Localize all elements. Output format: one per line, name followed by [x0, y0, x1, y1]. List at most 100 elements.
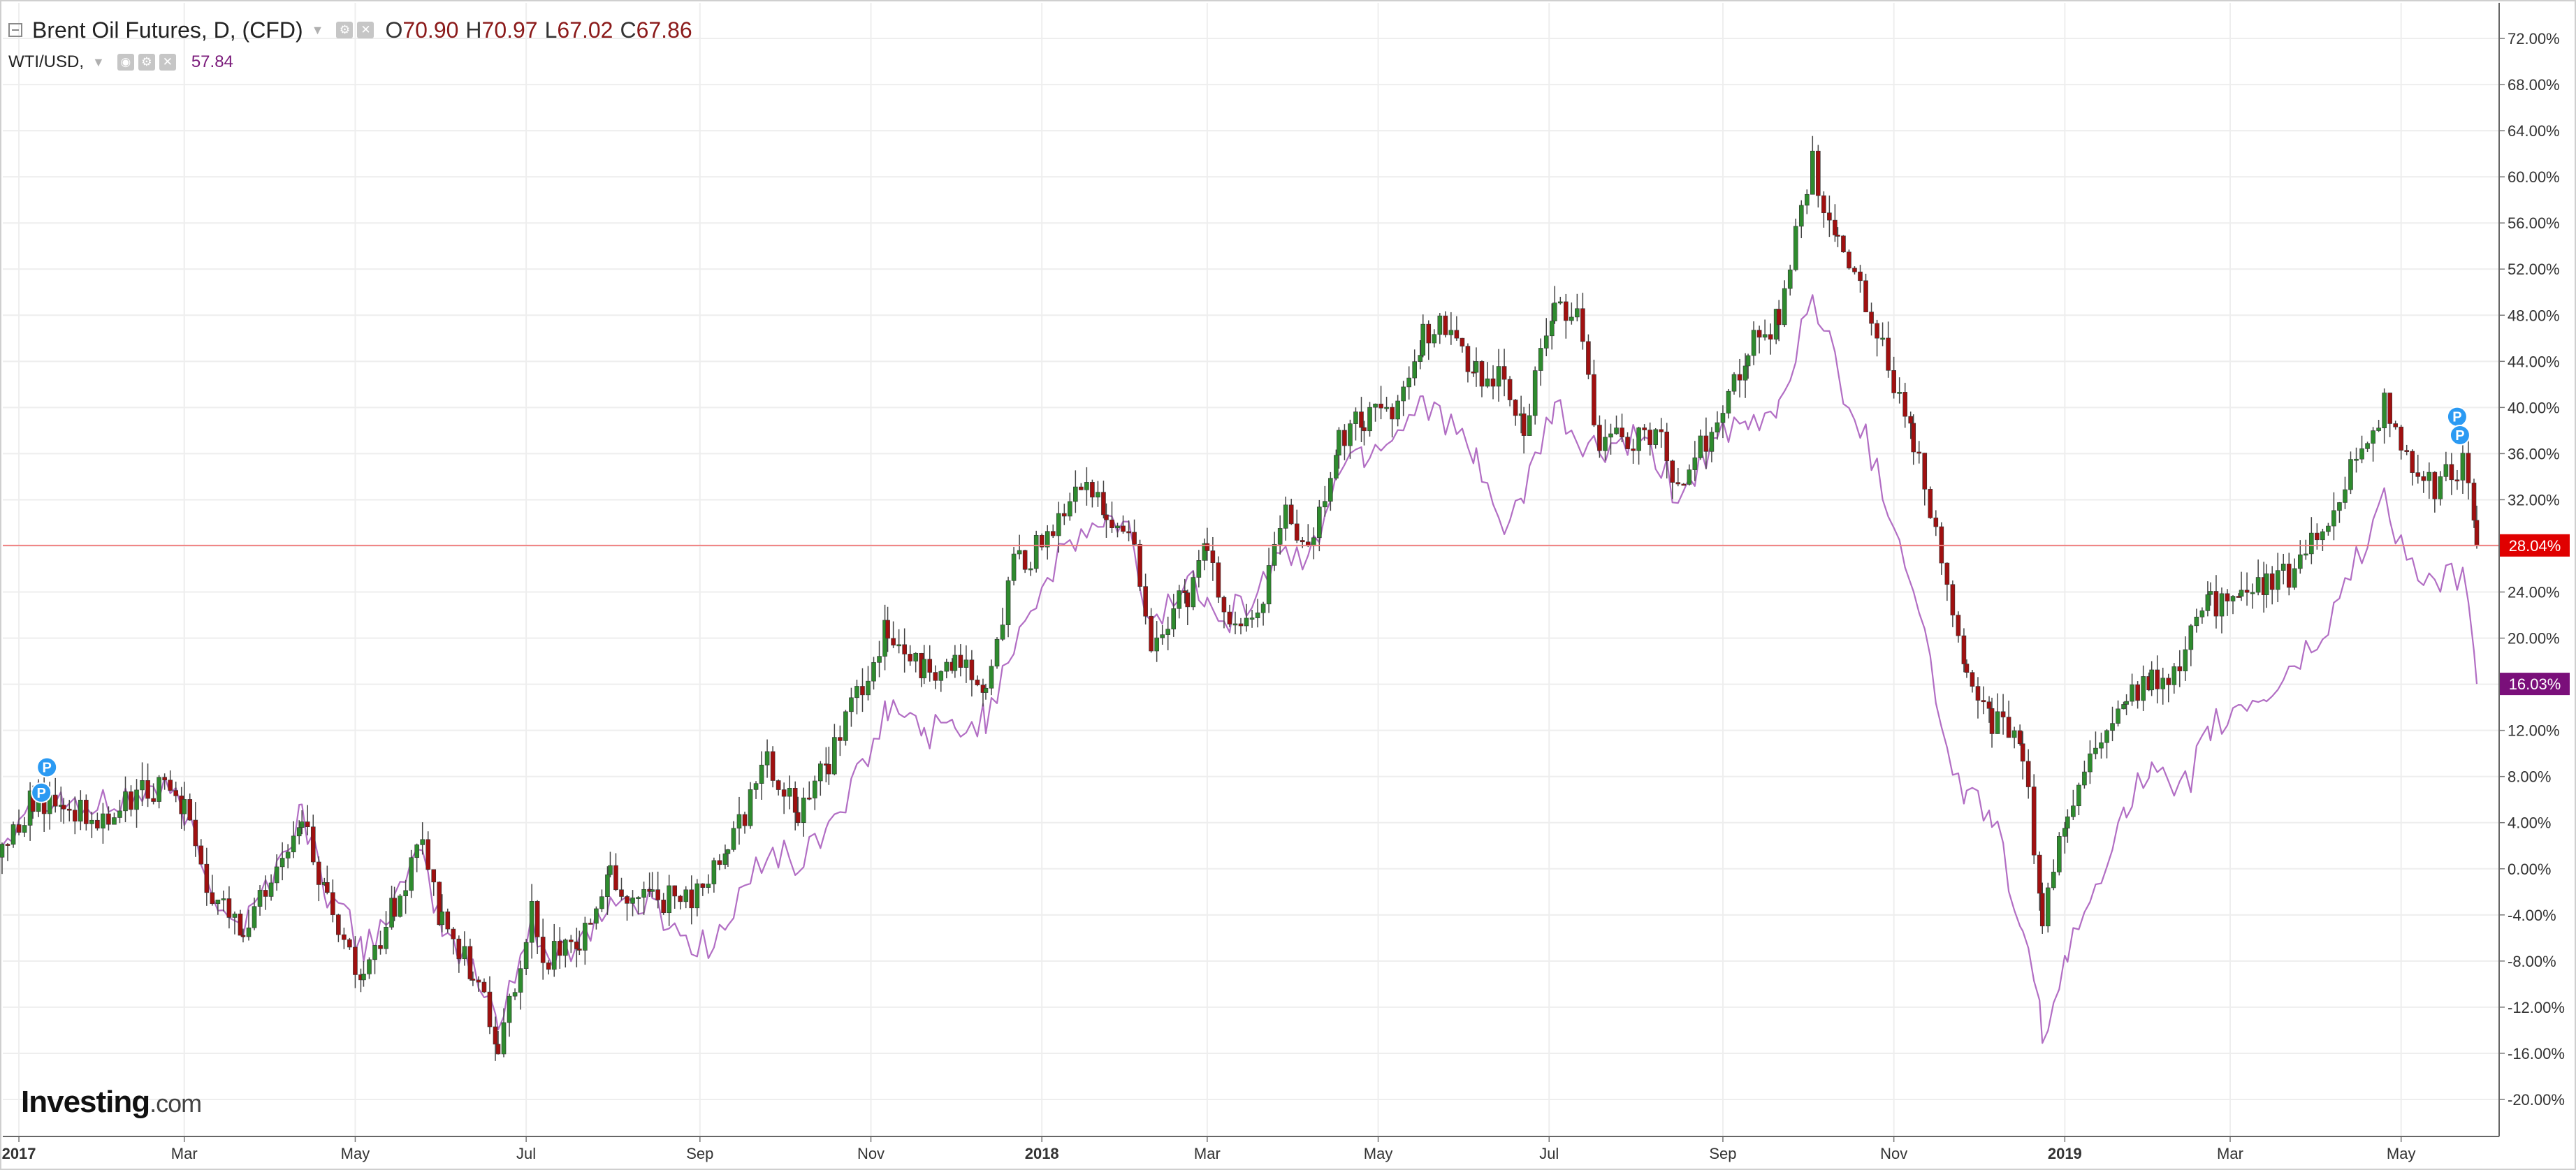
low-key: L	[544, 17, 558, 43]
candle-body	[1420, 323, 1426, 356]
legend-main: Brent Oil Futures, D, (CFD) ▼ ⚙ ✕ O 70.90…	[8, 14, 692, 46]
investing-logo: Investing.com	[21, 1085, 202, 1120]
settings-icon[interactable]: ⚙	[138, 54, 155, 71]
candle-body	[2309, 532, 2314, 555]
candle-body	[1880, 337, 1885, 340]
chevron-down-icon[interactable]: ▼	[311, 22, 324, 37]
candle-body	[162, 777, 167, 781]
candle-body	[151, 798, 156, 802]
candle-body	[347, 939, 352, 948]
candle-body	[838, 737, 843, 741]
candle-body	[2387, 393, 2392, 424]
chevron-down-icon[interactable]: ▼	[92, 54, 105, 69]
candle-body	[1698, 435, 1703, 458]
candle-body	[636, 897, 641, 899]
candle-body	[630, 898, 635, 904]
candle-body	[299, 821, 305, 828]
candle-body	[1902, 392, 1907, 417]
axes: 72.00% 68.00% 64.00% 60.00% 56.00% 52.00% 48.0…	[2, 3, 2570, 1162]
candle-body	[678, 895, 683, 902]
candle-body	[367, 959, 372, 974]
candle-body	[336, 914, 341, 935]
collapse-icon[interactable]	[8, 23, 22, 37]
candle-body	[2359, 448, 2364, 460]
candle-body	[246, 927, 252, 937]
candle-body	[1989, 708, 1995, 734]
candle-body	[1659, 429, 1664, 432]
candle-body	[1238, 623, 1244, 627]
candle-body	[1160, 634, 1165, 638]
candle-body	[1869, 312, 1874, 324]
candle-body	[1586, 341, 1591, 375]
candle-body	[204, 863, 210, 893]
candle-body	[1485, 378, 1490, 387]
candle-body	[1603, 437, 1608, 451]
candle-body	[1670, 460, 1675, 483]
candle-body	[605, 874, 610, 898]
candle-body	[296, 827, 302, 837]
close-icon[interactable]: ✕	[159, 54, 176, 71]
candle-body	[274, 866, 279, 884]
grid	[3, 3, 2499, 1136]
candle-body	[66, 808, 72, 811]
candle-body	[10, 824, 16, 845]
candle-body	[896, 644, 901, 647]
candle-body	[2280, 564, 2286, 571]
candle-body	[594, 908, 599, 924]
x-tick-label: 2018	[1025, 1145, 1059, 1162]
candle-body	[1401, 386, 1406, 402]
candle-body	[1810, 150, 1815, 195]
candle-body	[2275, 570, 2280, 590]
candle-body	[2037, 854, 2042, 894]
candle-body	[1171, 608, 1177, 629]
candle-body	[1863, 280, 1868, 312]
candle-body	[1944, 562, 1950, 585]
candle-body	[1084, 482, 1089, 490]
candle-body	[885, 620, 890, 639]
x-tick-label: Mar	[171, 1145, 198, 1162]
candle-body	[1362, 427, 1367, 432]
candle-body	[1255, 612, 1260, 618]
candle-body	[650, 889, 655, 892]
candle-body	[2337, 502, 2342, 511]
candle-body	[1527, 415, 1532, 436]
candle-body	[420, 839, 425, 845]
eye-icon[interactable]: ◉	[117, 54, 134, 71]
y-tick-label: 8.00%	[2508, 768, 2551, 786]
close-icon[interactable]: ✕	[357, 22, 374, 38]
candle-body	[2104, 730, 2109, 743]
candle-body	[2171, 666, 2177, 685]
candle-body	[2292, 568, 2297, 588]
candle-body	[1039, 535, 1045, 548]
candle-body	[1614, 427, 1619, 434]
candle-body	[1798, 205, 1804, 227]
candle-body	[2219, 593, 2225, 617]
candle-body	[2239, 590, 2244, 597]
last-value-badge	[2500, 673, 2570, 696]
candle-body	[392, 898, 397, 917]
candle-body	[1454, 330, 1460, 339]
candle-body	[0, 844, 5, 858]
candle-body	[467, 946, 473, 979]
candle-body	[2269, 573, 2275, 590]
candle-body	[759, 764, 764, 784]
candle-body	[1751, 330, 1756, 356]
y-tick-label: 40.00%	[2508, 399, 2560, 416]
x-tick-label: 2019	[2048, 1145, 2082, 1162]
candle-body	[1521, 414, 1527, 436]
candle-body	[927, 659, 933, 673]
candle-body	[1337, 430, 1341, 455]
candle-body	[1412, 361, 1418, 379]
symbol-title[interactable]: Brent Oil Futures, D, (CFD)	[32, 17, 303, 43]
high-value: 70.97	[481, 17, 538, 43]
settings-icon[interactable]: ⚙	[336, 22, 354, 38]
candle-body	[2213, 591, 2219, 617]
compare-symbol[interactable]: WTI/USD,	[8, 52, 84, 71]
candle-body	[1260, 604, 1266, 613]
candle-body	[439, 911, 445, 926]
candle-body	[1543, 335, 1549, 349]
candle-body	[361, 974, 366, 981]
candle-body	[1833, 219, 1838, 235]
candle-body	[1916, 451, 1922, 454]
